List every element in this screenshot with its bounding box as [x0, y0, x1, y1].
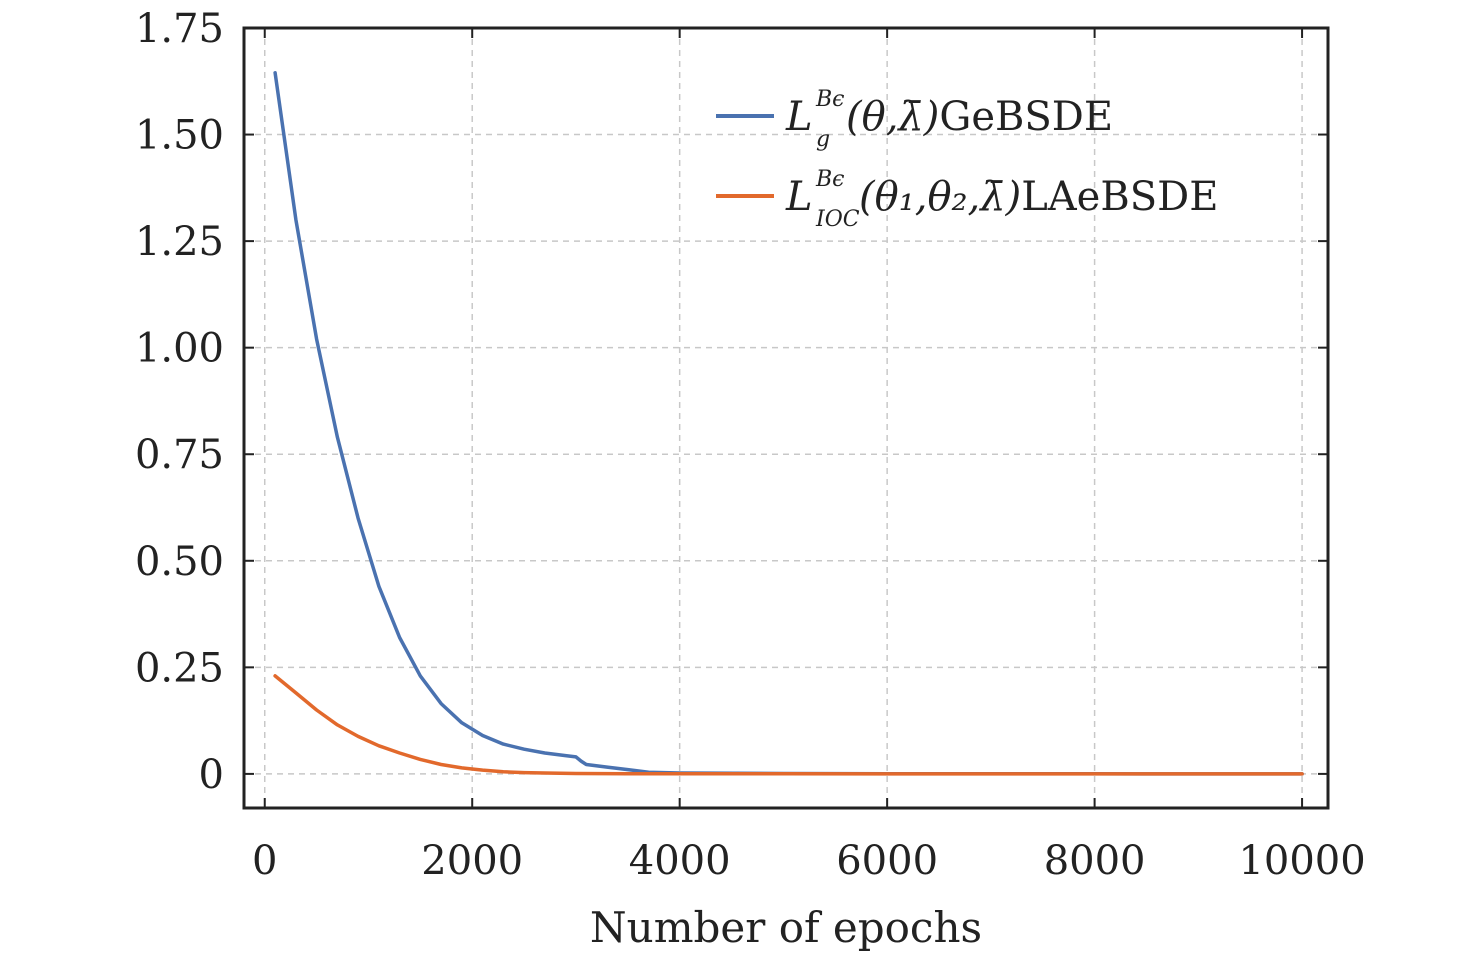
legend-label: (θ₁,θ₂,λ̄)LAeBSDE	[859, 174, 1218, 220]
legend-label: (θ,λ̄)GeBSDE	[846, 94, 1113, 140]
legend-series-name: GeBSDE	[939, 94, 1113, 140]
legend-symbol: L	[785, 174, 813, 220]
series-line-laebsde	[273, 674, 1304, 776]
y-tick-labels: 0 0.25 0.50 0.75 1.00 1.25 1.50 1.75	[135, 6, 224, 798]
legend-symbol: L	[785, 94, 813, 140]
y-tick-label: 1.00	[135, 326, 224, 372]
series-lines	[273, 71, 1304, 776]
y-tick-label: 1.25	[135, 219, 224, 265]
x-tick-label: 4000	[629, 838, 731, 884]
legend-series-name: LAeBSDE	[1021, 174, 1218, 220]
legend-entry-laebsde: L Bϵ IOC (θ₁,θ₂,λ̄)LAeBSDE	[785, 167, 1218, 232]
legend-subscript: g	[816, 127, 830, 152]
x-tick-label: 2000	[421, 838, 523, 884]
plot-frame	[242, 26, 1330, 810]
legend-subscript: IOC	[815, 207, 860, 232]
legend-entry-gebsde: L Bϵ g (θ,λ̄)GeBSDE	[785, 87, 1113, 152]
x-tick-label: 6000	[836, 838, 938, 884]
legend-args: (θ₁,θ₂,λ̄)	[859, 174, 1021, 220]
y-tick-label: 0.50	[135, 539, 224, 585]
x-tick-label: 0	[252, 838, 277, 884]
legend-superscript: Bϵ	[815, 167, 845, 192]
x-tick-label: 8000	[1044, 838, 1146, 884]
y-tick-label: 1.75	[135, 6, 224, 52]
grid-lines	[244, 27, 1328, 808]
legend-args: (θ,λ̄)	[846, 94, 939, 140]
legend-superscript: Bϵ	[815, 87, 845, 112]
x-tick-label: 10000	[1238, 838, 1365, 884]
y-tick-label: 0	[199, 752, 224, 798]
axis-ticks	[244, 27, 1328, 808]
y-tick-label: 1.50	[135, 113, 224, 159]
y-tick-label: 0.75	[135, 432, 224, 478]
x-tick-labels: 0 2000 4000 6000 8000 10000	[252, 838, 1366, 884]
x-axis-title: Number of epochs	[590, 903, 982, 952]
y-tick-label: 0.25	[135, 645, 224, 691]
